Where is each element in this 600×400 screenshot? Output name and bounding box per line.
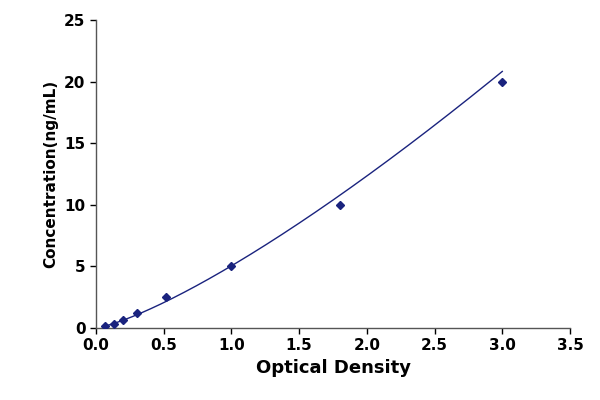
Y-axis label: Concentration(ng/mL): Concentration(ng/mL) [44,80,59,268]
X-axis label: Optical Density: Optical Density [256,359,410,377]
